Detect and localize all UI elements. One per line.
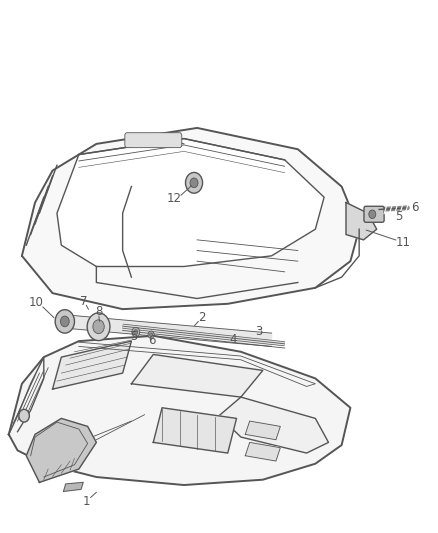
Circle shape	[132, 327, 140, 337]
Polygon shape	[219, 397, 328, 453]
Text: 8: 8	[95, 305, 102, 318]
Polygon shape	[346, 203, 377, 240]
Text: 3: 3	[255, 325, 262, 338]
FancyBboxPatch shape	[125, 133, 182, 148]
Circle shape	[93, 320, 104, 334]
Polygon shape	[245, 442, 280, 461]
Circle shape	[148, 331, 154, 338]
Polygon shape	[57, 139, 324, 266]
Circle shape	[190, 178, 198, 188]
Text: 5: 5	[395, 211, 402, 223]
Text: 12: 12	[166, 192, 181, 205]
Polygon shape	[153, 408, 237, 453]
Circle shape	[149, 333, 152, 337]
Circle shape	[60, 316, 69, 327]
Polygon shape	[61, 314, 272, 346]
Circle shape	[87, 313, 110, 341]
Text: 5: 5	[131, 330, 138, 343]
Polygon shape	[9, 336, 350, 485]
Text: 6: 6	[148, 334, 156, 346]
Text: 1: 1	[83, 495, 91, 507]
Polygon shape	[26, 418, 96, 482]
Circle shape	[185, 172, 202, 193]
Circle shape	[134, 329, 138, 335]
Text: 6: 6	[411, 201, 419, 214]
Polygon shape	[245, 421, 280, 440]
Polygon shape	[22, 128, 359, 309]
Polygon shape	[53, 341, 131, 389]
Polygon shape	[64, 482, 83, 491]
Polygon shape	[131, 354, 263, 397]
Circle shape	[55, 310, 74, 333]
Text: 11: 11	[396, 236, 410, 249]
Text: 4: 4	[229, 333, 237, 346]
Text: 7: 7	[80, 295, 88, 308]
Text: 10: 10	[29, 296, 44, 309]
Circle shape	[369, 210, 376, 219]
Circle shape	[19, 409, 29, 422]
Text: 2: 2	[198, 311, 205, 324]
FancyBboxPatch shape	[364, 206, 384, 222]
